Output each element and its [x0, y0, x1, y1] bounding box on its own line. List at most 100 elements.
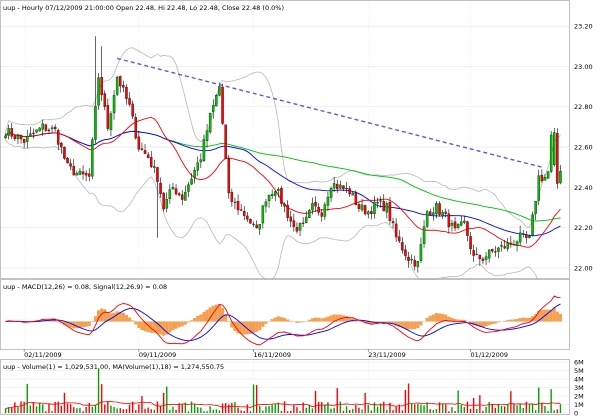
candle-body [187, 185, 189, 192]
macd-hist-bar [184, 322, 187, 325]
macd-hist-bar [432, 314, 435, 321]
macd-hist-bar [252, 322, 255, 333]
macd-hist-bar [109, 313, 112, 321]
candle-body [262, 206, 264, 223]
macd-hist-bar [509, 320, 512, 322]
macd-hist-bar [178, 322, 181, 328]
candle-body [414, 260, 416, 266]
candle-body [349, 188, 351, 194]
candle-body [314, 202, 316, 206]
candle-body [23, 139, 25, 143]
macd-hist-bar [193, 318, 196, 321]
candle-body [166, 199, 168, 208]
price-tick-label: 23.00 [574, 63, 593, 71]
candle-body [172, 187, 174, 189]
candle-body [525, 235, 527, 238]
macd-hist-bar [314, 318, 317, 322]
candle-body [169, 190, 171, 199]
macd-hist-bar [345, 316, 348, 321]
candle-body [150, 157, 152, 167]
macd-hist-bar [311, 318, 314, 321]
candle-body [268, 195, 270, 201]
macd-hist-bar [82, 322, 85, 328]
candle-body [194, 170, 196, 177]
price-tick-label: 22.00 [574, 264, 593, 272]
candle-body [466, 222, 468, 236]
price-title: uup - Hourly 07/12/2009 21:00:00 Open 22… [3, 4, 284, 12]
candle-body [469, 236, 471, 249]
candle-body [553, 132, 555, 164]
candle-body [228, 158, 230, 193]
candle-body [339, 185, 341, 188]
candle-body [438, 204, 440, 215]
candle-body [389, 202, 391, 220]
macd-hist-bar [283, 318, 286, 322]
candle-body [107, 105, 109, 128]
candle-body [296, 227, 298, 231]
macd-hist-bar [323, 318, 326, 322]
macd-hist-bar [202, 312, 205, 322]
candle-body [538, 176, 540, 201]
macd-hist-bar [175, 322, 178, 329]
macd-hist-bar [416, 322, 419, 329]
candle-body [4, 136, 6, 138]
candle-body [305, 217, 307, 223]
candle-body [156, 167, 158, 181]
macd-hist-bar [206, 310, 209, 322]
macd-hist-bar [274, 318, 277, 322]
candle-body [97, 78, 99, 106]
candle-body [290, 217, 292, 222]
candle-body [364, 205, 366, 214]
macd-hist-bar [547, 310, 550, 322]
candle-body [333, 183, 335, 188]
candle-body [206, 131, 208, 141]
x-tick-label: 09/11/2009 [139, 351, 176, 359]
candle-body [302, 223, 304, 224]
macd-hist-bar [320, 318, 323, 321]
candle-body [398, 237, 400, 241]
macd-hist-bar [91, 322, 94, 323]
candle-body [383, 201, 385, 211]
candle-body [308, 210, 310, 217]
candle-body [420, 244, 422, 260]
macd-hist-bar [485, 322, 488, 327]
candle-body [212, 105, 214, 111]
candle-body [113, 95, 115, 113]
macd-hist-bar [128, 317, 131, 321]
candle-body [544, 177, 546, 180]
candle-body [426, 212, 428, 227]
macd-hist-bar [85, 322, 88, 327]
macd-hist-bar [187, 322, 190, 323]
volume-tick-label: 0 [574, 409, 578, 416]
macd-hist-bar [75, 322, 78, 329]
candle-body [128, 98, 130, 104]
macd-hist-bar [413, 322, 416, 330]
candle-body [280, 188, 282, 203]
candle-body [497, 248, 499, 252]
macd-hist-bar [410, 322, 413, 330]
macd-hist-bar [54, 321, 57, 322]
candle-body [541, 175, 543, 181]
candle-body [454, 222, 456, 228]
candle-body [178, 194, 180, 195]
macd-hist-bar [181, 322, 184, 327]
candle-body [373, 202, 375, 214]
candle-body [101, 77, 103, 95]
macd-hist-bar [522, 318, 525, 322]
candle-body [435, 203, 437, 214]
candle-body [104, 93, 106, 106]
macd-hist-bar [140, 322, 143, 331]
macd-hist-bar [116, 311, 119, 321]
candle-body [51, 128, 53, 129]
candle-body [463, 221, 465, 223]
candle-body [504, 246, 506, 248]
candle-body [138, 137, 140, 149]
macd-hist-bar [221, 308, 224, 322]
volume-title: uup - Volume(1) = 1,029,531.00, MA(Volum… [3, 363, 224, 371]
macd-hist-bar [503, 321, 506, 322]
price-tick-label: 22.20 [574, 224, 593, 232]
